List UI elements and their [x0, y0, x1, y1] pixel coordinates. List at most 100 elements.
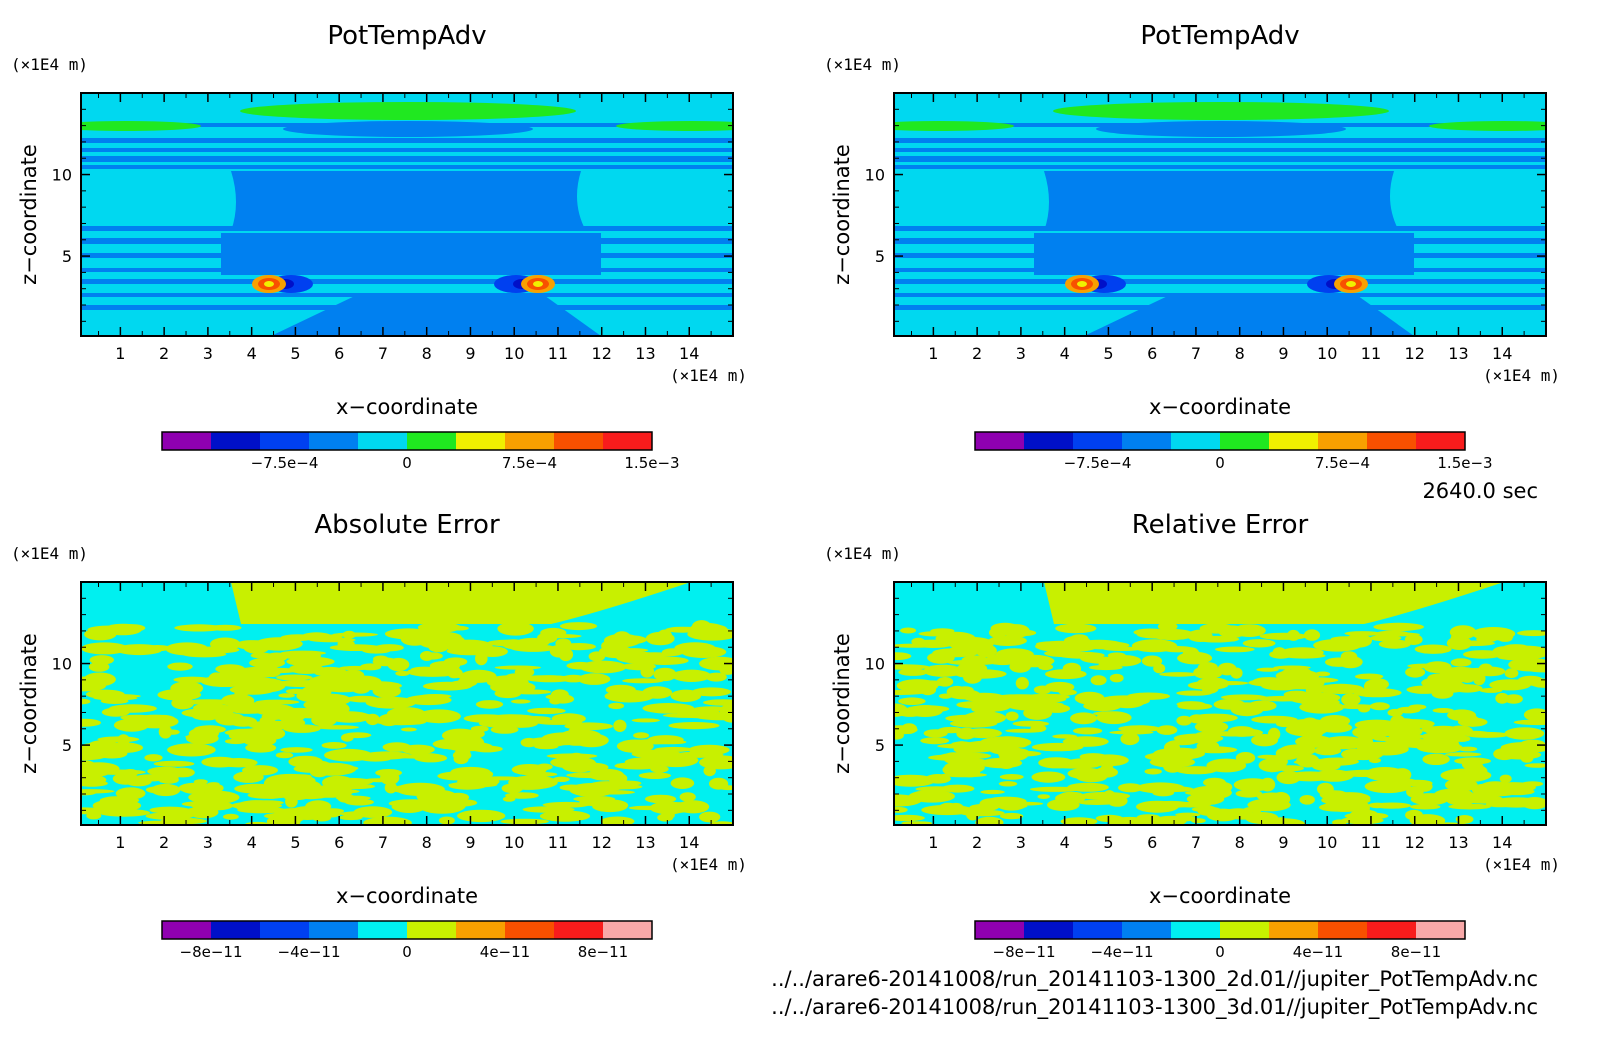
colorbar-swatch [975, 432, 1025, 450]
x-tick-label: 11 [548, 344, 568, 363]
contour-region [1295, 735, 1334, 748]
contour-region [536, 763, 553, 771]
contour-region [150, 714, 177, 727]
contour-region [167, 809, 210, 816]
y-tick-label: 5 [875, 247, 885, 266]
contour-region [1201, 682, 1219, 694]
time-label: 2640.0 sec [1422, 479, 1538, 503]
contour-region [275, 752, 294, 759]
contour-region [86, 812, 102, 820]
contour-region [259, 716, 276, 726]
contour-region [928, 754, 975, 761]
contour-band [81, 138, 733, 143]
colorbar-swatch [456, 921, 506, 939]
colorbar-swatch [1024, 921, 1074, 939]
contour-region [1193, 665, 1223, 680]
contour-region [405, 694, 452, 706]
contour-region [1230, 667, 1243, 679]
contour-region [1455, 815, 1474, 824]
colorbar: −7.5e−4 0 7.5e−4 1.5e−3 [161, 431, 680, 472]
contour-region [1055, 792, 1082, 804]
x-tick-label: 9 [1278, 833, 1288, 852]
contour-region [1369, 634, 1402, 642]
contour-region [353, 806, 393, 818]
x-tick-label: 7 [378, 833, 388, 852]
x-tick-label: 10 [1317, 344, 1337, 363]
contour-region [1193, 746, 1238, 754]
contour-region [460, 669, 497, 683]
contour-region [1034, 233, 1414, 275]
contour-region [362, 751, 411, 760]
colorbar-swatch [407, 921, 457, 939]
contour-region [1497, 635, 1513, 642]
contour-region [894, 643, 938, 648]
contour-region [569, 759, 598, 770]
contour-region [231, 582, 691, 624]
contour-region [1030, 724, 1047, 733]
contour-band [894, 156, 1546, 162]
x-tick-label: 8 [422, 833, 432, 852]
contour-region [144, 754, 163, 762]
contour-region [1203, 735, 1220, 743]
contour-region [1344, 812, 1389, 820]
contour-region [252, 667, 300, 674]
contour-region [1044, 582, 1504, 624]
contour-region [382, 742, 412, 752]
contour-region [1164, 741, 1180, 755]
contour-region [693, 624, 728, 635]
contour-region [387, 657, 410, 672]
contour-region [1452, 735, 1471, 742]
x-axis-label: x−coordinate [1149, 395, 1291, 419]
colorbar-swatch [1171, 432, 1221, 450]
contour-region [1504, 694, 1523, 704]
contour-region [500, 818, 549, 825]
contour-region [89, 694, 141, 699]
contour-region [1465, 731, 1510, 738]
contour-region [1302, 717, 1317, 725]
contour-region [956, 727, 977, 740]
contour-region [645, 794, 677, 804]
colorbar-swatch [1416, 432, 1466, 450]
colorbar-swatch [1220, 921, 1270, 939]
contour-region [1463, 667, 1499, 674]
contour-region [1498, 750, 1542, 760]
contour-region [1290, 667, 1311, 677]
contour-region [1067, 767, 1105, 780]
x-tick-label: 4 [247, 344, 257, 363]
contour-region [182, 787, 207, 794]
colorbar-swatch [211, 432, 261, 450]
contour-region [1321, 736, 1366, 750]
contour-region [87, 740, 120, 752]
contour-region [166, 729, 180, 735]
y-tick-label: 10 [865, 166, 885, 185]
contour-region [1314, 746, 1342, 756]
contour-region [1491, 782, 1536, 793]
contour-region [1251, 715, 1298, 724]
contour-region [145, 786, 172, 794]
chart-title: PotTempAdv [327, 21, 486, 51]
colorbar-tick-label: 4e−11 [1293, 943, 1343, 961]
contour-region [956, 686, 974, 695]
contour-region [1353, 688, 1402, 698]
contour-region [1479, 687, 1503, 693]
contour-region [971, 705, 999, 714]
x-tick-label: 10 [1317, 833, 1337, 852]
contour-region [240, 102, 576, 120]
contour-region [1031, 771, 1066, 783]
contour-region [613, 719, 627, 732]
x-tick-label: 9 [465, 833, 475, 852]
contour-region [622, 662, 656, 671]
contour-region [165, 642, 209, 656]
contour-region [542, 801, 590, 808]
colorbar-swatch [162, 921, 212, 939]
contour-region [975, 816, 1004, 825]
contour-region [511, 699, 531, 704]
contour-region [1370, 702, 1390, 711]
colorbar-swatch [1073, 921, 1123, 939]
x-tick-label: 11 [1361, 833, 1381, 852]
y-axis-label: z−coordinate [830, 144, 854, 285]
contour-region [448, 781, 487, 790]
colorbar-swatch [211, 921, 261, 939]
contour-region [1303, 629, 1321, 641]
